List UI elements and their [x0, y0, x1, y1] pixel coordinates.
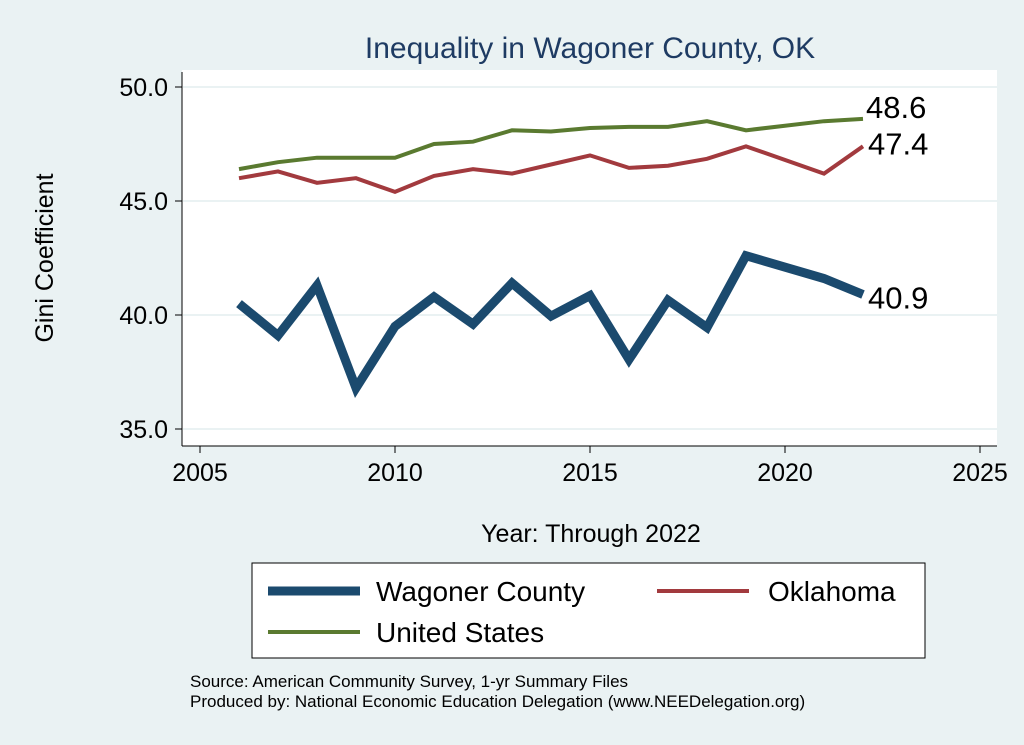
legend-box	[251, 562, 926, 659]
x-tick-label: 2025	[952, 459, 1008, 487]
legend-label-wagoner-county: Wagoner County	[376, 576, 585, 607]
x-tick-label: 2020	[757, 459, 813, 487]
legend: Wagoner County Oklahoma United States	[268, 576, 896, 648]
end-label-united-states: 48.6	[866, 90, 926, 125]
y-tick-label: 50.0	[119, 74, 168, 102]
series-line-united-states	[238, 116, 864, 172]
x-tick-label: 2005	[172, 459, 228, 487]
series-lines	[236, 116, 865, 399]
series-line-wagoner-county	[236, 250, 865, 399]
y-tick-label: 40.0	[119, 302, 168, 330]
end-label-wagoner-county: 40.9	[868, 280, 928, 315]
y-tick-label: 35.0	[119, 416, 168, 444]
x-tick-label: 2010	[367, 459, 423, 487]
legend-label-oklahoma: Oklahoma	[768, 576, 896, 607]
end-label-oklahoma: 47.4	[868, 126, 928, 161]
x-tick-label: 2015	[562, 459, 618, 487]
legend-label-united-states: United States	[376, 617, 544, 648]
grid-lines	[183, 86, 997, 430]
x-axis-title: Year: Through 2022	[481, 520, 701, 548]
y-tick-label: 45.0	[119, 188, 168, 216]
source-line-1: Source: American Community Survey, 1-yr …	[190, 672, 628, 691]
y-axis-title: Gini Coefficient	[31, 173, 59, 342]
end-labels: 40.9 47.448.6	[866, 90, 928, 316]
chart-title: Inequality in Wagoner County, OK	[365, 32, 815, 65]
series-line-oklahoma	[238, 144, 865, 195]
axes: 35.0 40.0 45.0 50.0 2005 2010 2015 2020 2025	[119, 72, 1008, 487]
plot-area	[182, 70, 997, 446]
source-line-2: Produced by: National Economic Education…	[190, 692, 805, 711]
